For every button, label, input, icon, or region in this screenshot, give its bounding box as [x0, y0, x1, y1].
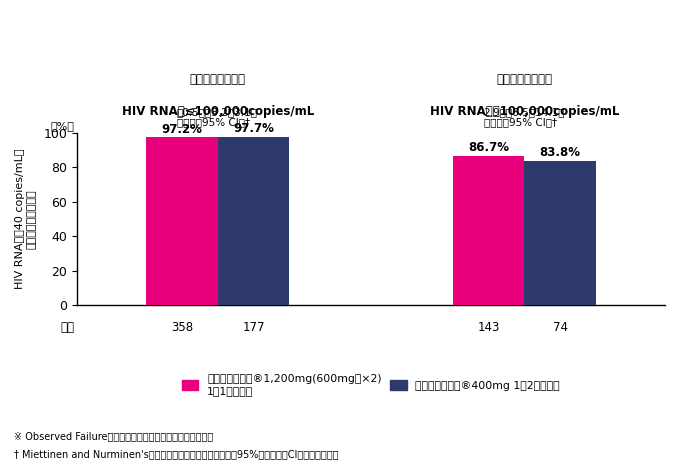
Text: （%）: （%）: [51, 121, 75, 131]
Bar: [218, 136, 289, 305]
Text: 群間差（95% CI）†: 群間差（95% CI）†: [177, 117, 250, 128]
Text: 86.7%: 86.7%: [468, 141, 509, 154]
Text: 例数: 例数: [61, 321, 75, 334]
Text: 97.2%: 97.2%: [161, 123, 203, 136]
Text: 97.7%: 97.7%: [233, 122, 274, 135]
Text: 358: 358: [171, 321, 193, 334]
Text: 83.8%: 83.8%: [540, 146, 581, 159]
Text: 177: 177: [242, 321, 265, 334]
Text: ベースライン時の: ベースライン時の: [496, 73, 552, 86]
Text: 74: 74: [553, 321, 568, 334]
Y-axis label: HIV RNA量＜40 copies/mLを
達成した患者の割合: HIV RNA量＜40 copies/mLを 達成した患者の割合: [15, 149, 37, 289]
Text: 群間差（95% CI）†: 群間差（95% CI）†: [483, 117, 557, 128]
Text: －0.5（－3.2，3.1）: －0.5（－3.2，3.1）: [177, 107, 258, 117]
Text: ※ Observed Failure法（効果不十分による中止例＝失敗例）: ※ Observed Failure法（効果不十分による中止例＝失敗例）: [14, 431, 213, 441]
Text: 143: 143: [477, 321, 500, 334]
Text: 2.9（－6.5，14.1）: 2.9（－6.5，14.1）: [483, 107, 565, 117]
Text: HIV RNA量＞100,000copies/mL: HIV RNA量＞100,000copies/mL: [430, 106, 619, 119]
Text: HIV RNA量≤100,000copies/mL: HIV RNA量≤100,000copies/mL: [122, 106, 314, 119]
Text: † Miettinen and Nurminen's法により、有効率の投与群間差の95%信頼区間（CI）を算出した。: † Miettinen and Nurminen's法により、有効率の投与群間差…: [14, 450, 338, 460]
Bar: [524, 160, 596, 305]
Text: ベースライン時の: ベースライン時の: [190, 73, 245, 86]
Bar: [453, 156, 524, 305]
Bar: [146, 137, 218, 305]
Legend: アイセントレス®1,200mg(600mg錠×2)
1日1回投与群, アイセントレス®400mg 1日2回投与群: アイセントレス®1,200mg(600mg錠×2) 1日1回投与群, アイセント…: [178, 370, 564, 400]
